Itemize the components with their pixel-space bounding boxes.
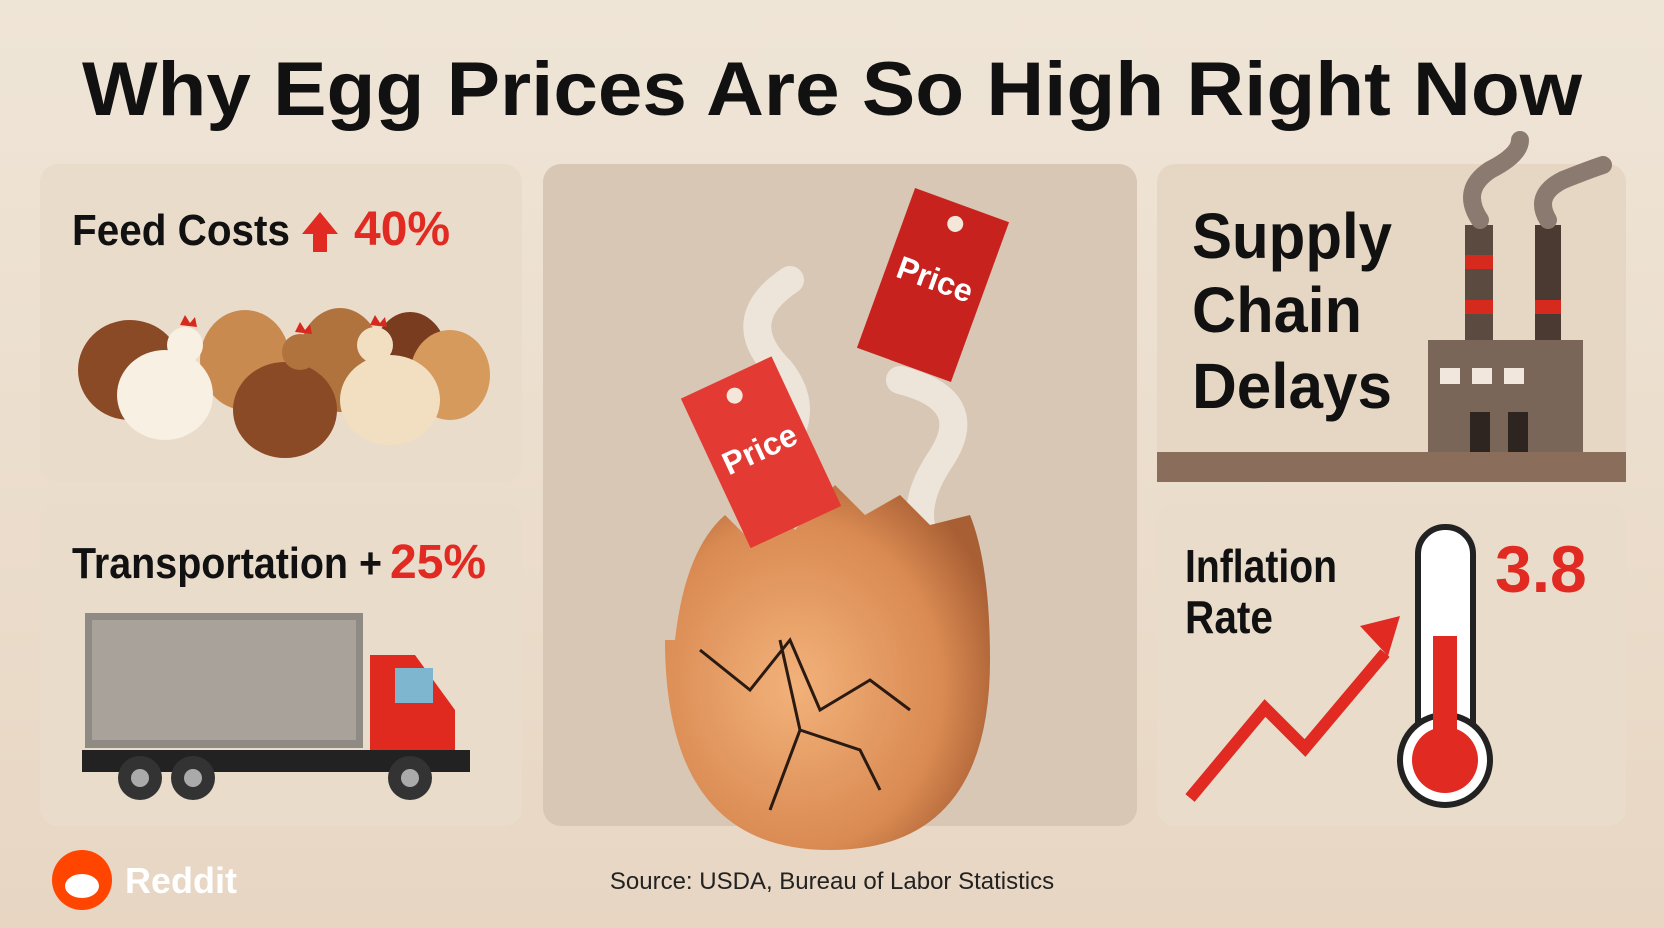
cracks [699, 637, 911, 811]
trend-arrow-head [1360, 616, 1400, 656]
trend-arrow [1185, 649, 1390, 802]
brand[interactable]: Reddit [52, 850, 237, 910]
price-tag: Price [680, 356, 842, 549]
supply-line: Chain [1192, 274, 1362, 346]
inflation-panel: Inflation Rate 3.8 [1157, 504, 1626, 826]
up-arrow [302, 212, 338, 252]
title: Why Egg Prices Are So High Right Now [82, 47, 1583, 132]
transport-panel: Transportation + 25% [40, 504, 522, 826]
brand-name: Reddit [125, 860, 237, 901]
chickens [78, 308, 490, 458]
factory [1428, 131, 1612, 452]
feed-panel: Feed Costs 40% [40, 164, 522, 482]
feed-value: 40% [354, 203, 450, 256]
inflation-line: Inflation [1185, 540, 1337, 592]
supply-line: Delays [1192, 350, 1392, 422]
inflation-line: Rate [1185, 591, 1273, 643]
egg [665, 485, 990, 850]
feed-label: Feed Costs [72, 206, 290, 255]
panel-bg [1157, 504, 1626, 826]
thermometer [1397, 524, 1493, 808]
inflation-value: 3.8 [1495, 532, 1587, 606]
source: Source: USDA, Bureau of Labor Statistics [610, 868, 1054, 895]
supply-line: Supply [1192, 200, 1392, 272]
transport-value: 25% [390, 536, 486, 589]
brand-logo-face [65, 874, 99, 898]
transport-label: Transportation + [72, 539, 382, 588]
truck [82, 613, 470, 800]
ground [1157, 452, 1626, 482]
supply-panel: Supply Chain Delays [1157, 131, 1626, 482]
price-tag: Price [856, 188, 1010, 382]
center-panel: Price Price [543, 164, 1137, 850]
